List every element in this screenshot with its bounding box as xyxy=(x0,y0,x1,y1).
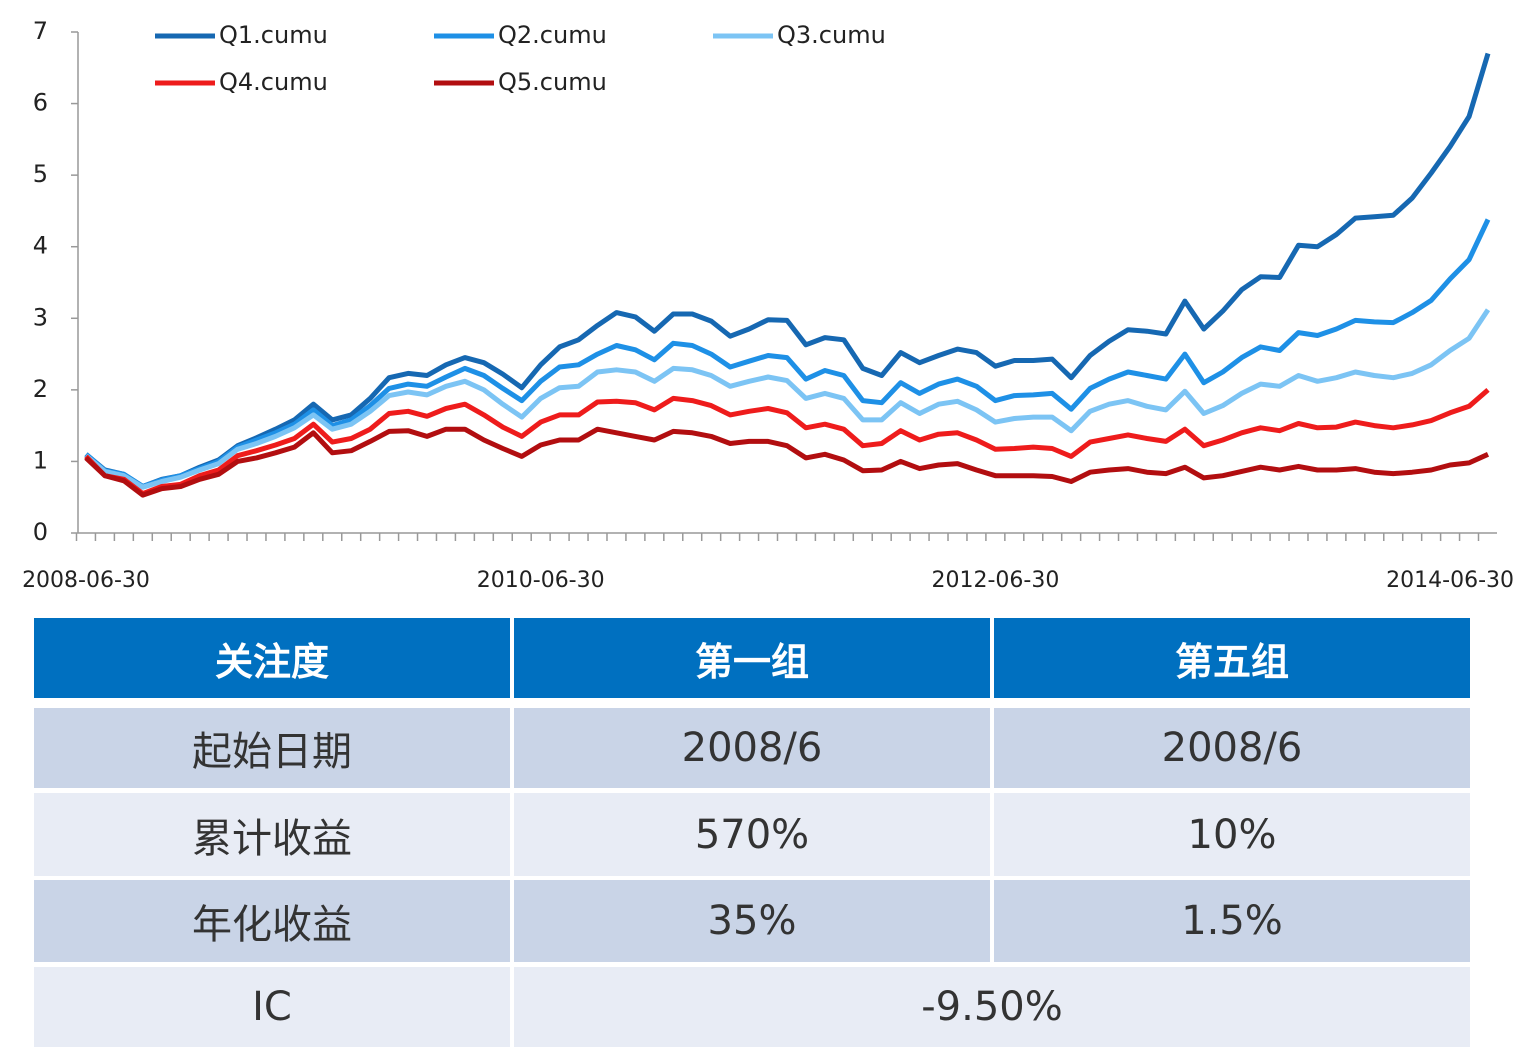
table-cell: 10% xyxy=(994,793,1470,876)
series-line xyxy=(84,218,1491,489)
y-tick-label: 4 xyxy=(33,232,48,260)
table-cell: 年化收益 xyxy=(34,880,510,962)
table-cell: IC xyxy=(34,967,510,1047)
chart: 0 1 2 3 4 5 6 7 2008-06-30 2010-06-30 2012-06-30 20… xyxy=(22,17,1514,593)
table-cell: 累计收益 xyxy=(34,793,510,876)
table-cell: 35% xyxy=(514,880,990,962)
y-tick-label: 6 xyxy=(33,89,48,117)
legend-label: Q4.cumu xyxy=(219,68,328,96)
table-header: 关注度 xyxy=(34,618,510,698)
table-header: 第一组 xyxy=(514,618,990,698)
x-tick-label: 2014-06-30 xyxy=(1386,568,1514,593)
y-tick-label: 0 xyxy=(33,518,48,546)
x-tick-label: 2010-06-30 xyxy=(477,568,605,593)
y-tick-label: 7 xyxy=(33,17,48,45)
x-tick-label: 2012-06-30 xyxy=(931,568,1059,593)
x-tick-label: 2008-06-30 xyxy=(22,568,150,593)
table-cell: 1.5% xyxy=(994,880,1470,962)
series-line xyxy=(84,308,1491,490)
y-tick-label: 1 xyxy=(33,446,48,474)
legend-label: Q3.cumu xyxy=(777,21,886,49)
legend-label: Q2.cumu xyxy=(498,21,607,49)
series-line xyxy=(84,426,1490,498)
table-cell: 2008/6 xyxy=(994,708,1470,788)
table-cell: 2008/6 xyxy=(514,708,990,788)
y-tick-label: 2 xyxy=(33,375,48,403)
series-line xyxy=(84,388,1490,497)
legend-label: Q5.cumu xyxy=(498,68,607,96)
table-cell: 起始日期 xyxy=(34,708,510,788)
table-header: 第五组 xyxy=(994,618,1470,698)
series-line xyxy=(84,52,1491,489)
y-tick-label: 5 xyxy=(33,160,48,188)
legend-label: Q1.cumu xyxy=(219,21,328,49)
table-cell: 570% xyxy=(514,793,990,876)
table-cell: -9.50% xyxy=(514,967,1470,1047)
y-tick-label: 3 xyxy=(33,303,48,331)
